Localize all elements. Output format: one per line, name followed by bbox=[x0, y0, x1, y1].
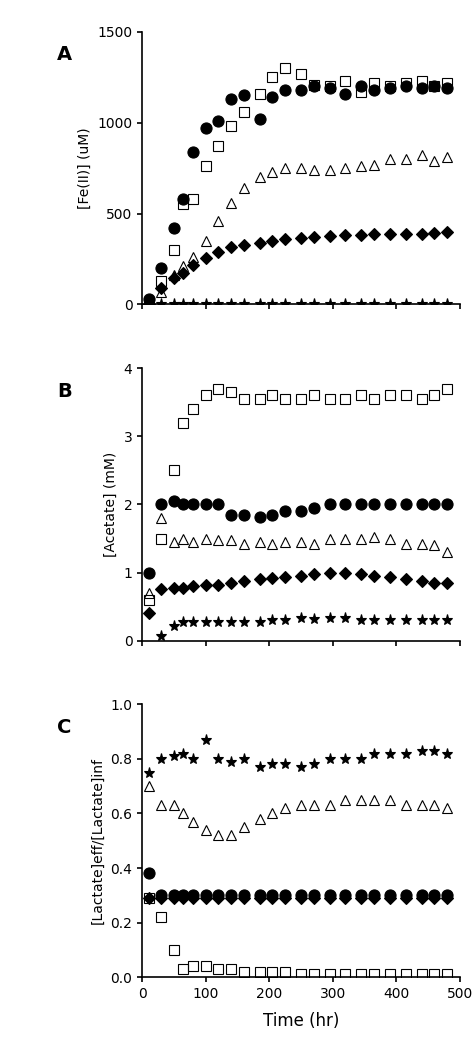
Y-axis label: [Acetate] (mM): [Acetate] (mM) bbox=[104, 451, 118, 558]
Text: A: A bbox=[57, 46, 72, 65]
X-axis label: Time (hr): Time (hr) bbox=[263, 1012, 339, 1030]
Y-axis label: [Lactate]eff/[Lactate]inf: [Lactate]eff/[Lactate]inf bbox=[91, 757, 105, 924]
Text: B: B bbox=[57, 382, 72, 400]
Text: C: C bbox=[57, 718, 71, 737]
Y-axis label: [Fe(II)] (uM): [Fe(II)] (uM) bbox=[78, 127, 92, 209]
